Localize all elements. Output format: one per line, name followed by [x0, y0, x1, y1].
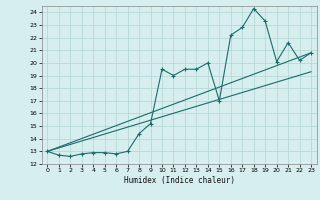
X-axis label: Humidex (Indice chaleur): Humidex (Indice chaleur) [124, 176, 235, 185]
